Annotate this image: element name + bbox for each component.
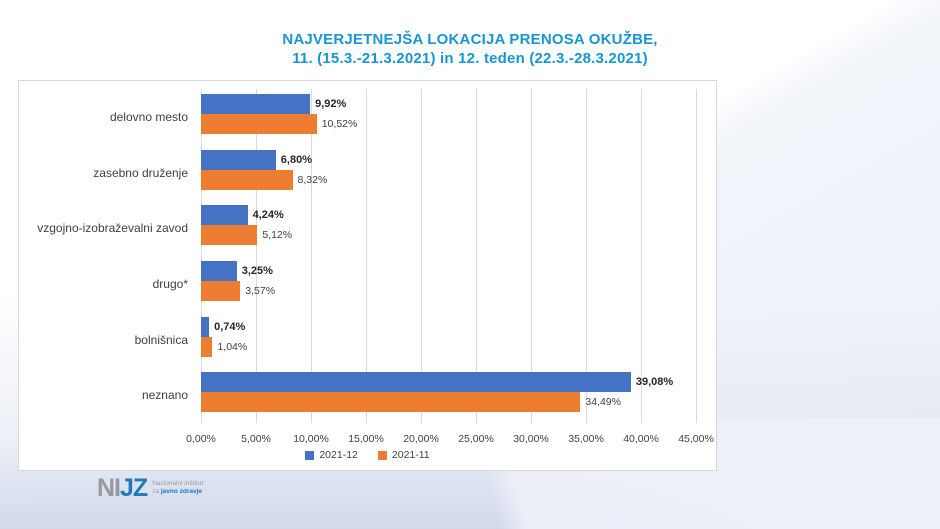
- category-label: delovno mesto: [109, 109, 188, 124]
- bar-row: 6,80% 8,32%: [201, 145, 714, 201]
- category-label: neznano: [141, 388, 188, 403]
- bar-value-label: 4,24%: [252, 209, 284, 222]
- nijz-logo-ni: NI: [97, 474, 121, 502]
- bar-value-label: 5,12%: [262, 229, 293, 242]
- bar-line: 10,52%: [201, 114, 714, 134]
- bar-value-label: 3,57%: [245, 285, 276, 298]
- bar-line: 6,80%: [201, 149, 714, 170]
- x-tick-label: 0,00%: [186, 433, 216, 445]
- x-axis: 0,00% 5,00% 10,00% 15,00% 20,00% 25,00% 30,00%…: [186, 433, 714, 447]
- chart-panel: delovno mesto zasebno druženje vzgojno-izo…: [18, 80, 717, 471]
- bar-row: 4,24% 5,12%: [201, 200, 714, 256]
- bar-2021-12: [201, 205, 248, 226]
- bar-row: 3,25% 3,57%: [201, 256, 714, 312]
- nijz-tagline-line2: za javno zdravje: [152, 488, 203, 496]
- gridline: [586, 89, 587, 423]
- bar-2021-12: [201, 149, 276, 170]
- x-tick-label: 5,00%: [241, 433, 271, 445]
- legend-label: 2021-12: [319, 449, 358, 461]
- bar-value-label: 39,08%: [635, 376, 674, 389]
- bar-pair: 39,08% 34,49%: [201, 372, 714, 413]
- bar-line: 39,08%: [201, 372, 714, 393]
- x-tick-label: 45,00%: [678, 433, 714, 445]
- x-tick-label: 40,00%: [623, 433, 659, 445]
- bar-2021-12: [201, 316, 210, 337]
- bar-2021-11: [201, 336, 213, 357]
- x-tick-label: 15,00%: [348, 433, 384, 445]
- bar-pair: 9,92% 10,52%: [201, 94, 714, 134]
- bar-value-label: 34,49%: [585, 396, 621, 409]
- bar-line: 3,25%: [201, 261, 714, 282]
- bar-value-label: 3,25%: [241, 265, 273, 278]
- nijz-logo-tagline: Nacionalni inštitut za javno zdravje: [152, 476, 203, 496]
- bar-value-label: 8,32%: [297, 173, 328, 186]
- x-tick-label: 20,00%: [403, 433, 439, 445]
- bar-value-label: 0,74%: [214, 320, 246, 333]
- gridline: [201, 89, 202, 423]
- nijz-tagline-javno-zdravje: javno zdravje: [160, 488, 203, 495]
- category-label: zasebno druženje: [93, 165, 188, 180]
- bar-line: 34,49%: [201, 392, 714, 413]
- bar-2021-11: [201, 392, 581, 413]
- gridline: [476, 89, 477, 423]
- category-label: bolnišnica: [134, 332, 188, 347]
- x-tick-label: 25,00%: [458, 433, 494, 445]
- bar-line: 8,32%: [201, 169, 714, 190]
- bar-2021-12: [201, 261, 237, 282]
- bar-line: 3,57%: [201, 281, 714, 302]
- chart-title-line1: NAJVERJETNEJŠA LOKACIJA PRENOSA OKUŽBE,: [282, 31, 658, 48]
- legend-item-2021-12: 2021-12: [305, 449, 358, 461]
- x-tick-label: 30,00%: [513, 433, 549, 445]
- x-tick-label: 10,00%: [293, 433, 329, 445]
- bar-rows: 9,92% 10,52% 6,80% 8,32% 4,24% 5,12% 3,25% 3,57…: [201, 89, 714, 423]
- nijz-logo: NIJZ Nacionalni inštitut za javno zdravj…: [97, 476, 203, 501]
- legend-swatch: [377, 450, 387, 460]
- bar-2021-11: [201, 169, 293, 190]
- bar-2021-12: [201, 94, 311, 114]
- gridline: [641, 89, 642, 423]
- category-label: drugo*: [152, 276, 188, 291]
- chart-title: NAJVERJETNEJŠA LOKACIJA PRENOSA OKUŽBE, …: [0, 30, 940, 68]
- bar-value-label: 1,04%: [217, 340, 248, 353]
- plot-area: [201, 89, 697, 423]
- bar-value-label: 10,52%: [321, 118, 358, 130]
- bar-line: 0,74%: [201, 316, 714, 337]
- bar-2021-12: [201, 372, 631, 393]
- nijz-tagline-line1: Nacionalni inštitut: [152, 480, 204, 487]
- gridline: [256, 89, 257, 423]
- bar-pair: 6,80% 8,32%: [201, 149, 714, 190]
- bar-2021-11: [201, 225, 258, 246]
- bar-line: 5,12%: [201, 225, 714, 246]
- category-axis: delovno mesto zasebno druženje vzgojno-izo…: [19, 89, 195, 423]
- x-tick-label: 35,00%: [568, 433, 604, 445]
- nijz-logo-jz: JZ: [120, 474, 148, 502]
- bar-2021-11: [201, 281, 241, 302]
- category-label: vzgojno-izobraževalni zavod: [37, 221, 188, 236]
- gridline: [531, 89, 532, 423]
- bar-pair: 0,74% 1,04%: [201, 316, 714, 357]
- gridline: [366, 89, 367, 423]
- bar-line: 9,92%: [201, 94, 714, 114]
- bar-row: 39,08% 34,49%: [201, 367, 714, 423]
- bar-pair: 4,24% 5,12%: [201, 205, 714, 246]
- nijz-tagline-za: za: [152, 488, 161, 495]
- bar-value-label: 9,92%: [315, 98, 347, 110]
- bar-line: 4,24%: [201, 205, 714, 226]
- legend-item-2021-11: 2021-11: [377, 449, 430, 461]
- gridline: [311, 89, 312, 423]
- gridline: [696, 89, 697, 423]
- bar-row: 0,74% 1,04%: [201, 312, 714, 368]
- legend-swatch: [305, 450, 315, 460]
- bar-row: 9,92% 10,52%: [201, 89, 714, 145]
- bar-line: 1,04%: [201, 336, 714, 357]
- legend: 2021-12 2021-11: [19, 449, 716, 461]
- bar-2021-11: [201, 114, 317, 134]
- bar-value-label: 6,80%: [280, 153, 312, 166]
- legend-label: 2021-11: [391, 449, 430, 461]
- gridline: [421, 89, 422, 423]
- chart-title-line2: 11. (15.3.-21.3.2021) in 12. teden (22.3…: [292, 50, 648, 67]
- nijz-logo-wordmark: NIJZ: [97, 474, 148, 502]
- bar-pair: 3,25% 3,57%: [201, 261, 714, 302]
